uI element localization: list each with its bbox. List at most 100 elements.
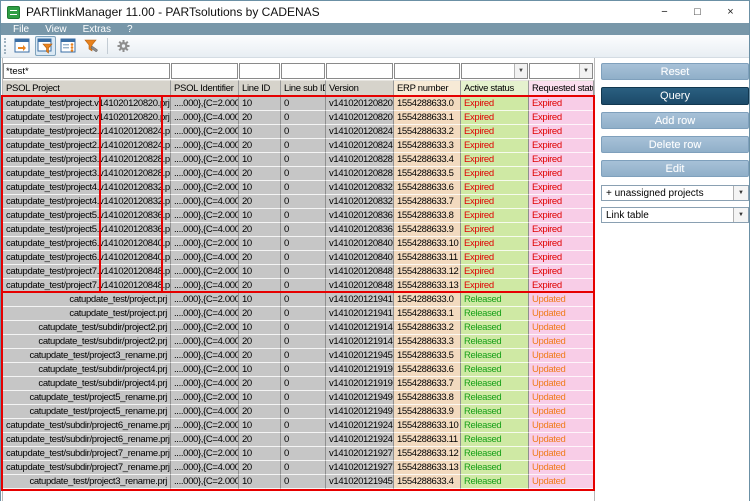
cell-line-sub-id[interactable]: 0 (281, 363, 326, 377)
cell-erp-number[interactable]: 1554288633.0 (394, 97, 461, 111)
cell-requested-status[interactable]: Updated (529, 293, 594, 307)
cell-line-id[interactable]: 20 (239, 111, 281, 125)
cell-psol-identifier[interactable]: ....000},{C=4.000} (171, 349, 239, 363)
cell-line-id[interactable]: 20 (239, 307, 281, 321)
cell-requested-status[interactable]: Expired (529, 209, 594, 223)
cell-erp-number[interactable]: 1554288633.6 (394, 181, 461, 195)
cell-psol-project[interactable]: catupdate_test/subdir/project2.prj (3, 321, 171, 335)
table-row[interactable]: catupdate_test/project3_rename.prj ....00… (3, 475, 594, 489)
table-columns-icon[interactable] (58, 36, 79, 56)
cell-line-id[interactable]: 20 (239, 349, 281, 363)
column-header-active-status[interactable]: Active status (461, 80, 529, 97)
cell-line-id[interactable]: 10 (239, 391, 281, 405)
delete-row-button[interactable]: Delete row (601, 136, 749, 153)
cell-line-id[interactable]: 10 (239, 237, 281, 251)
cell-psol-identifier[interactable]: ....000},{C=4.000} (171, 335, 239, 349)
cell-psol-identifier[interactable]: ....000},{C=4.000} (171, 279, 239, 293)
reset-button[interactable]: Reset (601, 63, 749, 80)
cell-line-id[interactable]: 20 (239, 223, 281, 237)
cell-line-sub-id[interactable]: 0 (281, 349, 326, 363)
cell-psol-identifier[interactable]: ....000},{C=4.000} (171, 377, 239, 391)
unassigned-projects-dropdown[interactable]: + unassigned projects ▼ (601, 185, 749, 201)
cell-line-sub-id[interactable]: 0 (281, 335, 326, 349)
cell-version[interactable]: v141020121927 (326, 461, 394, 475)
filter-input-line-sub-id[interactable] (282, 65, 324, 77)
cell-active-status[interactable]: Expired (461, 111, 529, 125)
cell-line-id[interactable]: 10 (239, 447, 281, 461)
cell-active-status[interactable]: Released (461, 391, 529, 405)
cell-psol-project[interactable]: catupdate_test/subdir/project6_rename.pr… (3, 433, 171, 447)
cell-version[interactable]: v141020121949 (326, 405, 394, 419)
cell-active-status[interactable]: Released (461, 433, 529, 447)
cell-psol-project[interactable]: catupdate_test/project6.v141020120840.pr… (3, 237, 171, 251)
cell-active-status[interactable]: Expired (461, 251, 529, 265)
close-button[interactable]: × (727, 5, 734, 18)
cell-requested-status[interactable]: Updated (529, 377, 594, 391)
cell-psol-identifier[interactable]: ....000},{C=4.000} (171, 223, 239, 237)
cell-active-status[interactable]: Released (461, 475, 529, 489)
table-row[interactable]: catupdate_test/project3.v141020120828.pr… (3, 153, 594, 167)
table-row[interactable]: catupdate_test/project5_rename.prj ....00… (3, 405, 594, 419)
cell-requested-status[interactable]: Updated (529, 405, 594, 419)
cell-line-sub-id[interactable]: 0 (281, 475, 326, 489)
filter-input-line-id[interactable] (240, 65, 279, 77)
table-row[interactable]: catupdate_test/project5.v141020120836.pr… (3, 223, 594, 237)
cell-version[interactable]: v141020120828 (326, 153, 394, 167)
cell-active-status[interactable]: Released (461, 377, 529, 391)
cell-active-status[interactable]: Released (461, 419, 529, 433)
cell-version[interactable]: v141020120848 (326, 265, 394, 279)
cell-erp-number[interactable]: 1554288633.10 (394, 237, 461, 251)
edit-button[interactable]: Edit (601, 160, 749, 177)
cell-erp-number[interactable]: 1554288633.7 (394, 195, 461, 209)
cell-psol-project[interactable]: catupdate_test/project4.v141020120832.pr… (3, 181, 171, 195)
maximize-button[interactable]: □ (694, 5, 701, 18)
menu-item-extras[interactable]: Extras (82, 23, 111, 35)
cell-requested-status[interactable]: Updated (529, 321, 594, 335)
cell-active-status[interactable]: Expired (461, 265, 529, 279)
chevron-down-icon[interactable]: ▼ (579, 64, 592, 78)
cell-line-id[interactable]: 10 (239, 125, 281, 139)
cell-psol-identifier[interactable]: ....000},{C=2.000} (171, 447, 239, 461)
cell-line-id[interactable]: 20 (239, 139, 281, 153)
cell-version[interactable]: v141020121927 (326, 447, 394, 461)
cell-version[interactable]: v141020120824 (326, 125, 394, 139)
table-row[interactable]: catupdate_test/project4.v141020120832.pr… (3, 181, 594, 195)
cell-line-sub-id[interactable]: 0 (281, 139, 326, 153)
cell-erp-number[interactable]: 1554288633.7 (394, 377, 461, 391)
cell-psol-project[interactable]: catupdate_test/project.v141020120820.prj (3, 97, 171, 111)
cell-line-sub-id[interactable]: 0 (281, 433, 326, 447)
cell-line-id[interactable]: 20 (239, 335, 281, 349)
cell-erp-number[interactable]: 1554288633.2 (394, 321, 461, 335)
cell-psol-project[interactable]: catupdate_test/project5_rename.prj (3, 391, 171, 405)
cell-line-id[interactable]: 10 (239, 265, 281, 279)
table-row[interactable]: catupdate_test/subdir/project6_rename.pr… (3, 433, 594, 447)
cell-line-id[interactable]: 20 (239, 251, 281, 265)
cell-psol-identifier[interactable]: ....000},{C=4.000} (171, 251, 239, 265)
cell-active-status[interactable]: Expired (461, 209, 529, 223)
table-row[interactable]: catupdate_test/project7.v141020120848.pr… (3, 279, 594, 293)
cell-active-status[interactable]: Released (461, 447, 529, 461)
menu-item-view[interactable]: View (45, 23, 67, 35)
cell-erp-number[interactable]: 1554288633.3 (394, 335, 461, 349)
cell-psol-identifier[interactable]: ....000},{C=2.000} (171, 363, 239, 377)
cell-line-sub-id[interactable]: 0 (281, 153, 326, 167)
cell-erp-number[interactable]: 1554288633.11 (394, 433, 461, 447)
cell-psol-project[interactable]: catupdate_test/subdir/project2.prj (3, 335, 171, 349)
cell-version[interactable]: v141020121945 (326, 349, 394, 363)
cell-active-status[interactable]: Expired (461, 153, 529, 167)
cell-erp-number[interactable]: 1554288633.3 (394, 139, 461, 153)
table-row[interactable]: catupdate_test/subdir/project7_rename.pr… (3, 447, 594, 461)
cell-requested-status[interactable]: Expired (529, 139, 594, 153)
query-button[interactable]: Query (601, 87, 749, 105)
cell-requested-status[interactable]: Updated (529, 335, 594, 349)
cell-erp-number[interactable]: 1554288633.13 (394, 461, 461, 475)
cell-line-sub-id[interactable]: 0 (281, 237, 326, 251)
cell-requested-status[interactable]: Expired (529, 195, 594, 209)
cell-psol-identifier[interactable]: ....000},{C=2.000} (171, 181, 239, 195)
cell-line-sub-id[interactable]: 0 (281, 321, 326, 335)
cell-requested-status[interactable]: Updated (529, 307, 594, 321)
cell-psol-identifier[interactable]: ....000},{C=4.000} (171, 195, 239, 209)
cell-version[interactable]: v141020120848 (326, 279, 394, 293)
cell-active-status[interactable]: Expired (461, 125, 529, 139)
cell-psol-project[interactable]: catupdate_test/project.prj (3, 293, 171, 307)
